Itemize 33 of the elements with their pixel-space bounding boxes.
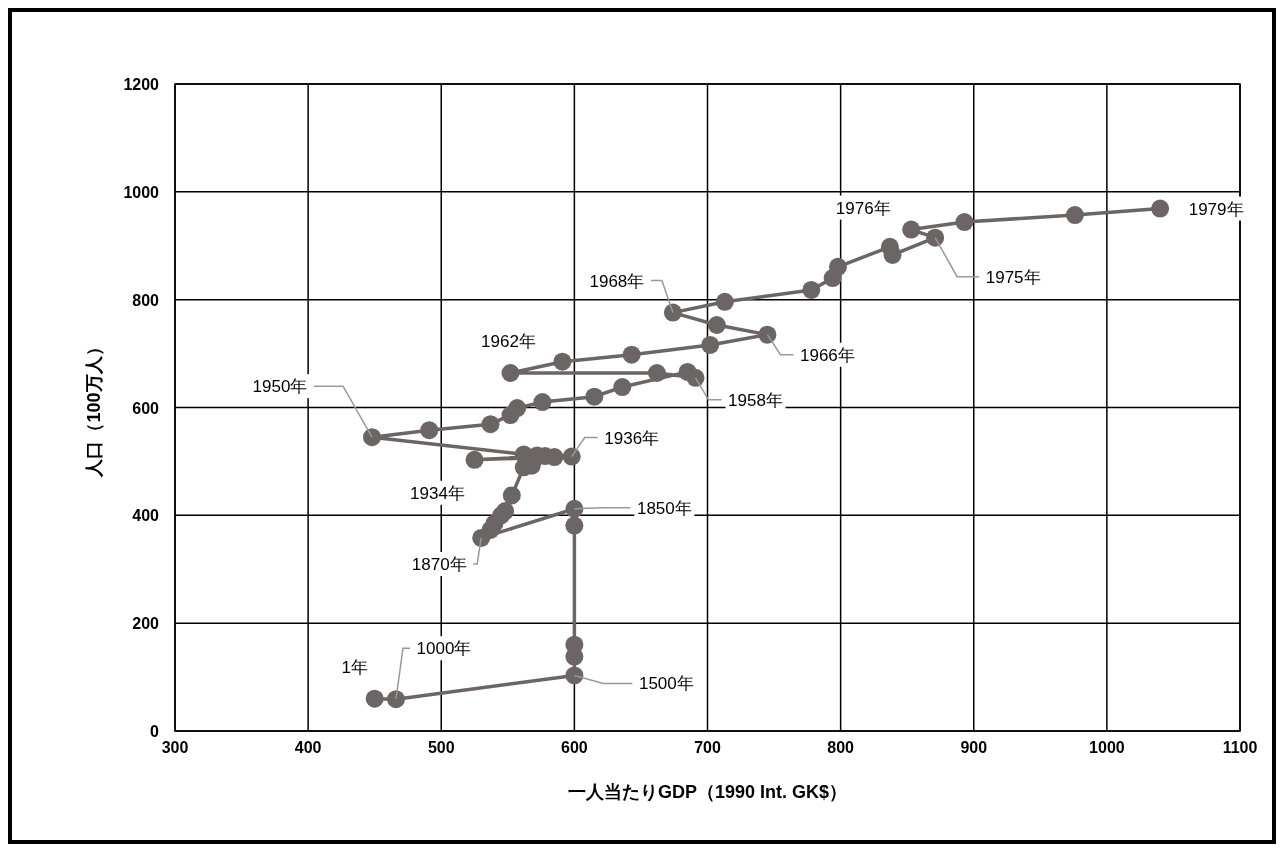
x-tick-label: 400 xyxy=(294,739,322,756)
annotation: 1934年 xyxy=(410,483,465,503)
annotation: 1962年 xyxy=(481,331,536,351)
x-tick-label: 800 xyxy=(827,739,855,756)
x-tick-label: 1000 xyxy=(1089,739,1125,756)
annotation: 1975年 xyxy=(985,267,1041,287)
x-tick-label: 600 xyxy=(561,739,588,756)
annotation: 1968年 xyxy=(589,271,645,291)
annotation: 1850年 xyxy=(636,498,692,518)
y-tick-label: 800 xyxy=(132,291,160,309)
annotation: 1966年 xyxy=(799,345,855,365)
annotation: 1979年 xyxy=(1188,199,1244,219)
x-tick-label: 300 xyxy=(161,739,189,756)
y-tick-label: 1200 xyxy=(123,76,160,93)
y-tick-label: 1000 xyxy=(123,183,160,201)
y-tick-label: 400 xyxy=(132,507,160,525)
x-axis-title: 一人当たりGDP（1990 Int. GK$） xyxy=(567,782,848,802)
y-tick-label: 200 xyxy=(132,615,160,633)
y-tick-label: 0 xyxy=(150,723,160,740)
annotation: 1000年 xyxy=(416,639,472,659)
y-tick-label: 600 xyxy=(132,399,160,417)
annotation: 1500年 xyxy=(638,674,694,694)
x-tick-label: 1100 xyxy=(1222,739,1258,756)
x-tick-label: 500 xyxy=(427,739,455,756)
annotation: 1936年 xyxy=(604,428,660,448)
annotation: 1950年 xyxy=(252,377,308,397)
x-tick-label: 900 xyxy=(960,739,988,756)
y-axis-title: 人口（100万人） xyxy=(84,338,104,478)
annotation: 1976年 xyxy=(835,198,891,218)
x-tick-label: 700 xyxy=(694,739,721,756)
annotation: 1958年 xyxy=(728,390,783,410)
annotation: 1年 xyxy=(341,657,368,677)
annotation: 1870年 xyxy=(411,554,467,574)
